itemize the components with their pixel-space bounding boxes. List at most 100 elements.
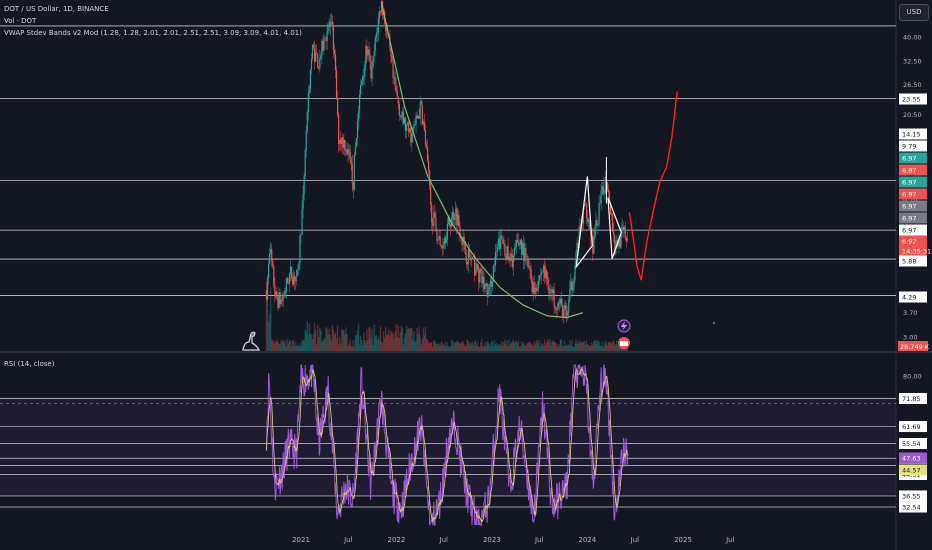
- volume-bar: [442, 344, 444, 351]
- volume-bar: [412, 339, 414, 351]
- volume-bar: [367, 340, 369, 351]
- candle-body: [444, 237, 446, 243]
- price-badge-text: 5.88: [902, 258, 916, 266]
- symbol-title[interactable]: DOT / US Dollar, 1D, BINANCE: [4, 5, 109, 13]
- candle-body: [522, 243, 524, 255]
- candle-body: [538, 275, 541, 281]
- volume-bar: [329, 334, 331, 351]
- candle-body: [622, 227, 624, 231]
- candle-body: [491, 281, 493, 287]
- volume-bar: [495, 342, 498, 351]
- candle-body: [481, 271, 483, 284]
- volume-bar: [514, 341, 517, 351]
- volume-bar: [577, 341, 579, 351]
- candle-body: [569, 288, 571, 301]
- candle-body: [378, 11, 381, 19]
- volume-bar: [595, 339, 597, 351]
- candle-body: [281, 299, 283, 301]
- candle-body: [438, 236, 440, 240]
- volume-bar: [429, 342, 432, 351]
- volume-bar: [586, 344, 589, 351]
- volume-bar: [346, 334, 348, 351]
- candle-body: [349, 151, 351, 158]
- candle-body: [507, 246, 509, 261]
- tradingview-logo-icon: [242, 331, 261, 351]
- volume-bar: [481, 339, 483, 351]
- volume-bar: [480, 342, 482, 351]
- volume-bar: [418, 326, 420, 351]
- candle-body: [607, 189, 610, 193]
- candle-body: [380, 0, 383, 13]
- triangle-drawing[interactable]: [575, 176, 593, 269]
- candle-body: [297, 269, 299, 271]
- candle-body: [588, 220, 590, 222]
- rsi-value-badge: [899, 452, 927, 464]
- volume-bar: [542, 345, 545, 351]
- candle-body: [401, 111, 404, 118]
- projection-path-drawing[interactable]: [628, 91, 678, 281]
- volume-bar: [507, 346, 509, 351]
- volume-bar: [456, 341, 458, 351]
- candle-body: [589, 220, 591, 229]
- volume-bar: [344, 334, 346, 351]
- currency-button[interactable]: USD: [899, 4, 929, 21]
- candle-body: [322, 40, 324, 51]
- candle-body: [427, 160, 430, 171]
- vwap-legend[interactable]: VWAP Stdev Bands v2 Mod (1.28, 1.28, 2.0…: [4, 29, 302, 37]
- candle-body: [479, 269, 481, 283]
- candle-body: [578, 226, 580, 248]
- candle-body: [600, 190, 602, 203]
- volume-bar: [530, 344, 532, 351]
- candle-body: [452, 212, 454, 218]
- candle-body: [453, 212, 455, 220]
- volume-bar: [555, 342, 557, 351]
- volume-bar: [519, 346, 522, 351]
- volume-bar: [390, 331, 392, 351]
- volume-bar: [565, 344, 568, 351]
- candle-body: [367, 49, 369, 56]
- volume-bar: [281, 341, 283, 351]
- rsi-legend[interactable]: RSI (14, close): [4, 360, 55, 368]
- volume-bar: [326, 328, 328, 351]
- candle-body: [409, 128, 411, 133]
- volume-bar: [614, 345, 616, 351]
- candle-body: [276, 291, 278, 299]
- candle-body: [505, 255, 507, 259]
- candle-body: [611, 213, 613, 215]
- volume-bar: [298, 346, 300, 351]
- rsi-tick-label: 80.00: [903, 373, 922, 381]
- volume-bar: [318, 337, 320, 351]
- price-badge: [899, 245, 927, 257]
- candle-body: [353, 154, 355, 190]
- volume-bar: [527, 342, 529, 351]
- x-tick-label: 2023: [483, 536, 501, 544]
- volume-bar: [472, 345, 475, 351]
- volume-legend[interactable]: Vol · DOT: [4, 17, 37, 25]
- volume-bar: [483, 345, 485, 351]
- candle-body: [331, 21, 333, 25]
- volume-bar: [282, 339, 284, 351]
- candle-body: [317, 54, 319, 68]
- volume-bar: [606, 345, 609, 351]
- volume-bar: [399, 332, 402, 351]
- x-tick-label: 2021: [292, 536, 310, 544]
- volume-bar: [345, 327, 347, 351]
- volume-bar: [561, 345, 564, 351]
- volume-bar: [342, 329, 344, 351]
- triangle-drawing[interactable]: [607, 197, 622, 259]
- cup-arc-drawing[interactable]: [380, 2, 584, 319]
- candle-body: [376, 32, 378, 35]
- candle-body: [304, 150, 306, 176]
- candle-body: [347, 149, 349, 155]
- candle-body: [494, 251, 497, 266]
- volume-bar: [563, 340, 566, 351]
- marker-dot-icon: [713, 322, 715, 324]
- candle-body: [341, 137, 343, 145]
- volume-bar: [539, 346, 542, 351]
- volume-bar: [431, 342, 433, 351]
- volume-bar: [375, 334, 378, 351]
- candle-body: [597, 223, 599, 226]
- volume-bar: [356, 330, 359, 351]
- volume-bar: [416, 327, 418, 351]
- candle-body: [363, 76, 365, 78]
